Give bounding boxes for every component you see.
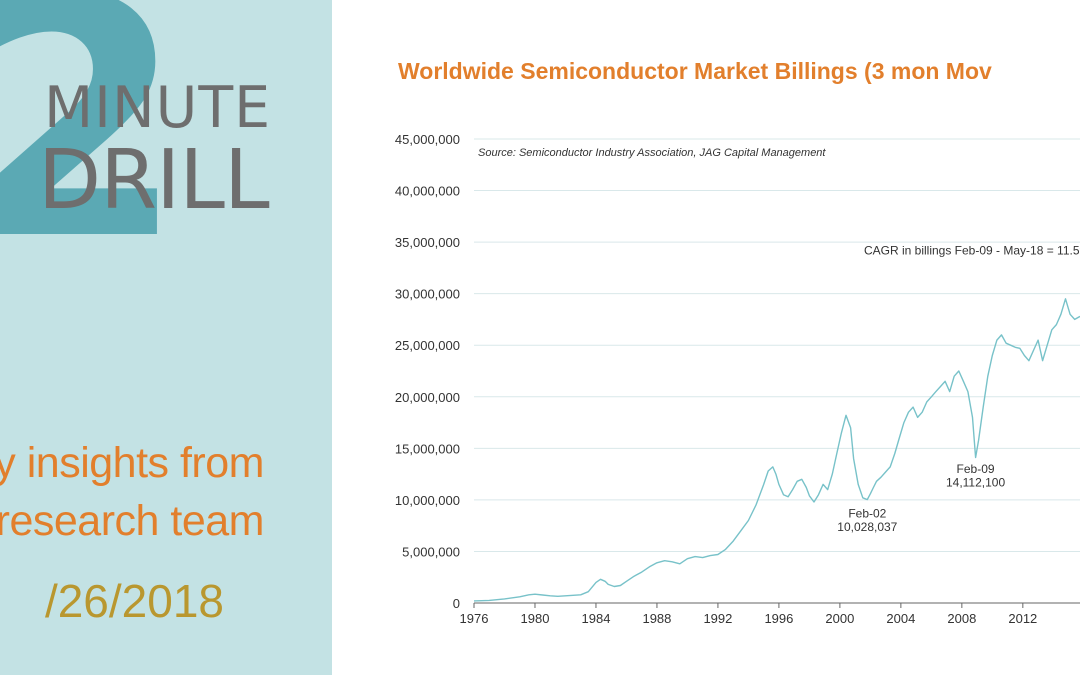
- y-tick-label: 0: [453, 596, 460, 611]
- x-tick-label: 1992: [703, 611, 732, 626]
- y-tick-labels: 0 5,000,000 10,000,000 15,000,000 20,000,000…: [395, 132, 460, 611]
- x-tick-labels: 1976 1980 1984 1988 1992 1996 2000 2004 2008 2012: [460, 611, 1038, 626]
- axes: [473, 602, 1080, 608]
- chart-title: Worldwide Semiconductor Market Billings …: [398, 58, 992, 84]
- chart-area: Worldwide Semiconductor Market Billings …: [332, 0, 1080, 675]
- annotation-label: Feb-02: [848, 506, 886, 520]
- y-tick-label: 30,000,000: [395, 287, 460, 302]
- y-tick-label: 25,000,000: [395, 338, 460, 353]
- publish-date: /26/2018: [44, 575, 224, 627]
- x-tick-label: 1976: [460, 611, 489, 626]
- y-tick-label: 45,000,000: [395, 132, 460, 147]
- annotation-label: CAGR in billings Feb-09 - May-18 = 11.5%: [864, 243, 1080, 257]
- annotation-label: Feb-09: [957, 462, 995, 476]
- y-tick-label: 10,000,000: [395, 493, 460, 508]
- y-tick-label: 20,000,000: [395, 390, 460, 405]
- annotation-label: 14,112,100: [946, 475, 1005, 489]
- brand-panel: 2 MINUTE DRILL ely insights from 's rese…: [0, 0, 332, 675]
- source-note: Source: Semiconductor Industry Associati…: [478, 147, 826, 159]
- x-tick-label: 1984: [582, 611, 611, 626]
- line-chart: 0 5,000,000 10,000,000 15,000,000 20,000,000…: [395, 132, 1080, 626]
- tagline-line-1: ely insights from: [0, 439, 265, 487]
- brand-numeral: 2: [0, 0, 186, 312]
- annotations: CAGR in billings Feb-09 - May-18 = 11.5%…: [837, 243, 1080, 533]
- brand-word-minute: MINUTE: [44, 75, 272, 141]
- x-tick-label: 2000: [825, 611, 854, 626]
- x-tick-label: 1980: [521, 611, 550, 626]
- y-tick-label: 40,000,000: [395, 184, 460, 199]
- x-tick-label: 1996: [764, 611, 793, 626]
- annotation-label: 10,028,037: [837, 520, 897, 534]
- grid-lines: [474, 138, 1080, 552]
- y-tick-label: 15,000,000: [395, 441, 460, 456]
- x-tick-label: 2012: [1008, 611, 1037, 626]
- tagline-line-2: 's research team: [0, 497, 264, 545]
- y-tick-label: 5,000,000: [402, 544, 460, 559]
- x-tick-label: 1988: [642, 611, 671, 626]
- x-tick-label: 2008: [947, 611, 976, 626]
- series-layer: [473, 298, 1080, 602]
- brand-word-drill: DRILL: [38, 133, 270, 228]
- series-line: [473, 298, 1080, 602]
- y-tick-label: 35,000,000: [395, 235, 460, 250]
- x-tick-label: 2004: [886, 611, 915, 626]
